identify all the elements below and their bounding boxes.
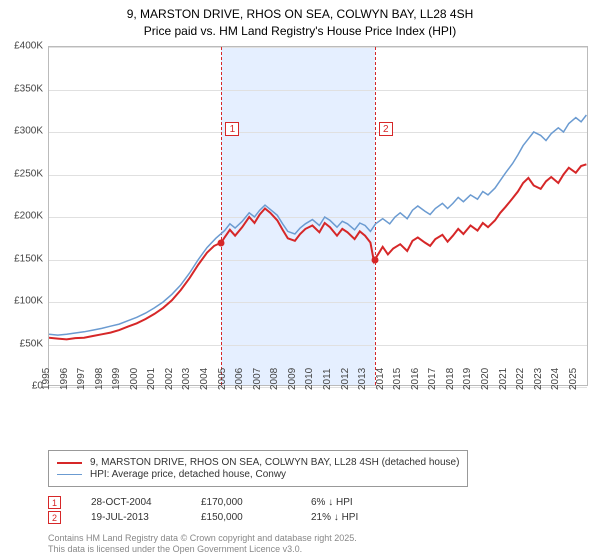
x-tick-label: 2020 — [480, 368, 491, 390]
legend-label: 9, MARSTON DRIVE, RHOS ON SEA, COLWYN BA… — [90, 457, 459, 468]
x-tick-label: 2025 — [568, 368, 579, 390]
title-line1: 9, MARSTON DRIVE, RHOS ON SEA, COLWYN BA… — [10, 6, 590, 23]
x-tick-label: 2021 — [497, 368, 508, 390]
legend: 9, MARSTON DRIVE, RHOS ON SEA, COLWYN BA… — [48, 450, 468, 487]
legend-label: HPI: Average price, detached house, Conw… — [90, 469, 286, 480]
y-tick-label: £400K — [3, 41, 43, 52]
event-row: 2 19-JUL-2013 £150,000 21% ↓ HPI — [48, 511, 391, 524]
y-tick-label: £250K — [3, 168, 43, 179]
x-tick-label: 2016 — [410, 368, 421, 390]
x-tick-label: 2005 — [216, 368, 227, 390]
sale-dot — [371, 256, 378, 263]
event-delta: 21% ↓ HPI — [311, 512, 391, 523]
x-tick-label: 2009 — [287, 368, 298, 390]
legend-swatch — [57, 474, 82, 475]
y-tick-label: £50K — [3, 338, 43, 349]
legend-row: HPI: Average price, detached house, Conw… — [57, 469, 459, 480]
x-tick-label: 2000 — [129, 368, 140, 390]
x-tick-label: 1996 — [58, 368, 69, 390]
x-tick-label: 2019 — [462, 368, 473, 390]
sale-marker-label: 1 — [225, 122, 239, 136]
event-marker: 2 — [48, 511, 61, 524]
event-date: 19-JUL-2013 — [91, 512, 171, 523]
series-property — [49, 164, 586, 339]
x-tick-label: 2002 — [164, 368, 175, 390]
footer-line1: Contains HM Land Registry data © Crown c… — [48, 533, 357, 545]
x-tick-label: 2018 — [445, 368, 456, 390]
y-tick-label: £150K — [3, 253, 43, 264]
y-tick-label: £0 — [3, 381, 43, 392]
x-tick-label: 2004 — [199, 368, 210, 390]
y-tick-label: £350K — [3, 83, 43, 94]
x-tick-label: 2007 — [252, 368, 263, 390]
y-tick-label: £100K — [3, 296, 43, 307]
sale-dot — [218, 239, 225, 246]
event-marker: 1 — [48, 496, 61, 509]
event-price: £170,000 — [201, 497, 281, 508]
event-date: 28-OCT-2004 — [91, 497, 171, 508]
x-tick-label: 2006 — [234, 368, 245, 390]
x-tick-label: 1995 — [41, 368, 52, 390]
x-tick-label: 2012 — [339, 368, 350, 390]
x-tick-label: 2011 — [322, 368, 333, 390]
x-tick-label: 2003 — [181, 368, 192, 390]
x-tick-label: 2024 — [550, 368, 561, 390]
event-delta: 6% ↓ HPI — [311, 497, 391, 508]
chart-title-block: 9, MARSTON DRIVE, RHOS ON SEA, COLWYN BA… — [0, 0, 600, 42]
x-tick-label: 2001 — [146, 368, 157, 390]
y-tick-label: £200K — [3, 211, 43, 222]
event-row: 1 28-OCT-2004 £170,000 6% ↓ HPI — [48, 496, 391, 509]
x-tick-label: 2010 — [304, 368, 315, 390]
legend-swatch — [57, 462, 82, 464]
x-tick-label: 2013 — [357, 368, 368, 390]
x-tick-label: 2017 — [427, 368, 438, 390]
x-tick-label: 2014 — [375, 368, 386, 390]
x-tick-label: 1998 — [94, 368, 105, 390]
series-hpi — [49, 115, 586, 335]
x-tick-label: 1997 — [76, 368, 87, 390]
sale-events-table: 1 28-OCT-2004 £170,000 6% ↓ HPI 2 19-JUL-2013… — [48, 494, 391, 526]
event-price: £150,000 — [201, 512, 281, 523]
y-tick-label: £300K — [3, 126, 43, 137]
x-tick-label: 1999 — [111, 368, 122, 390]
sale-marker-label: 2 — [379, 122, 393, 136]
chart-area: 12 £0£50K£100K£150K£200K£250K£300K£350K£… — [48, 46, 588, 416]
x-tick-label: 2023 — [533, 368, 544, 390]
footer-attribution: Contains HM Land Registry data © Crown c… — [48, 533, 357, 556]
x-tick-label: 2008 — [269, 368, 280, 390]
line-series-svg — [49, 47, 589, 387]
footer-line2: This data is licensed under the Open Gov… — [48, 544, 357, 556]
title-line2: Price paid vs. HM Land Registry's House … — [10, 23, 590, 40]
x-tick-label: 2022 — [515, 368, 526, 390]
legend-row: 9, MARSTON DRIVE, RHOS ON SEA, COLWYN BA… — [57, 457, 459, 468]
x-tick-label: 2015 — [392, 368, 403, 390]
plot-region: 12 — [48, 46, 588, 386]
